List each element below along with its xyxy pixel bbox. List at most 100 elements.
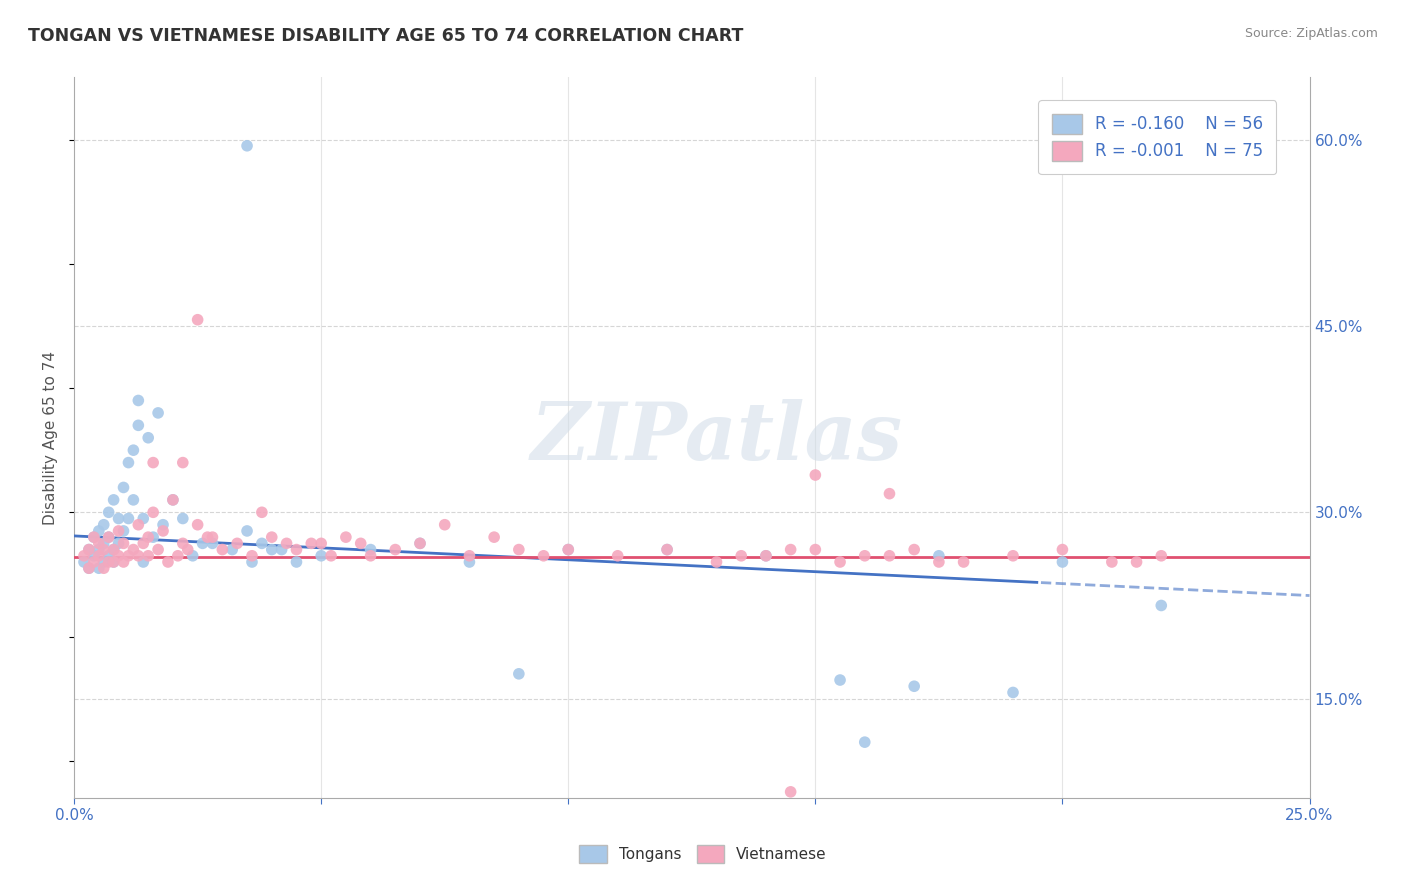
Point	[97, 530, 120, 544]
Point	[83, 530, 105, 544]
Point	[879, 486, 901, 500]
Point	[1150, 549, 1173, 563]
Point	[211, 542, 233, 557]
Point	[87, 524, 110, 538]
Point	[804, 468, 827, 483]
Point	[350, 536, 373, 550]
Point	[335, 530, 357, 544]
Point	[197, 530, 219, 544]
Point	[285, 542, 308, 557]
Point	[730, 549, 752, 563]
Text: ZIPatlas: ZIPatlas	[530, 399, 903, 476]
Point	[172, 536, 194, 550]
Point	[142, 456, 165, 470]
Point	[928, 555, 950, 569]
Point	[299, 536, 322, 550]
Point	[360, 542, 382, 557]
Point	[103, 542, 125, 557]
Point	[146, 542, 169, 557]
Point	[162, 492, 184, 507]
Point	[779, 785, 801, 799]
Point	[1125, 555, 1147, 569]
Point	[136, 549, 159, 563]
Point	[1101, 555, 1123, 569]
Point	[127, 418, 149, 433]
Point	[107, 536, 129, 550]
Point	[384, 542, 406, 557]
Point	[117, 511, 139, 525]
Point	[236, 138, 259, 153]
Point	[103, 542, 125, 557]
Point	[250, 536, 273, 550]
Point	[309, 549, 332, 563]
Point	[755, 549, 778, 563]
Point	[655, 542, 678, 557]
Legend: R = -0.160    N = 56, R = -0.001    N = 75: R = -0.160 N = 56, R = -0.001 N = 75	[1039, 100, 1277, 174]
Point	[112, 480, 135, 494]
Point	[779, 542, 801, 557]
Point	[146, 406, 169, 420]
Point	[482, 530, 505, 544]
Point	[177, 542, 200, 557]
Point	[117, 549, 139, 563]
Point	[250, 505, 273, 519]
Point	[260, 530, 283, 544]
Point	[122, 492, 145, 507]
Point	[755, 549, 778, 563]
Point	[93, 536, 115, 550]
Point	[285, 555, 308, 569]
Point	[853, 549, 876, 563]
Point	[97, 505, 120, 519]
Text: TONGAN VS VIETNAMESE DISABILITY AGE 65 TO 74 CORRELATION CHART: TONGAN VS VIETNAMESE DISABILITY AGE 65 T…	[28, 27, 744, 45]
Point	[136, 431, 159, 445]
Point	[606, 549, 628, 563]
Point	[903, 679, 925, 693]
Point	[83, 555, 105, 569]
Point	[191, 536, 214, 550]
Point	[142, 505, 165, 519]
Point	[162, 492, 184, 507]
Point	[187, 312, 209, 326]
Point	[93, 517, 115, 532]
Point	[240, 549, 263, 563]
Point	[201, 530, 224, 544]
Point	[409, 536, 432, 550]
Point	[152, 524, 174, 538]
Point	[117, 456, 139, 470]
Point	[458, 555, 481, 569]
Point	[655, 542, 678, 557]
Point	[97, 549, 120, 563]
Point	[112, 536, 135, 550]
Point	[181, 549, 204, 563]
Point	[73, 555, 96, 569]
Point	[828, 673, 851, 687]
Point	[97, 555, 120, 569]
Point	[97, 530, 120, 544]
Point	[122, 443, 145, 458]
Point	[360, 549, 382, 563]
Point	[433, 517, 456, 532]
Point	[903, 542, 925, 557]
Point	[226, 536, 249, 550]
Point	[508, 666, 530, 681]
Point	[201, 536, 224, 550]
Point	[87, 561, 110, 575]
Point	[309, 536, 332, 550]
Point	[83, 530, 105, 544]
Point	[103, 555, 125, 569]
Point	[103, 555, 125, 569]
Point	[83, 549, 105, 563]
Point	[276, 536, 298, 550]
Point	[122, 542, 145, 557]
Point	[557, 542, 579, 557]
Point	[557, 542, 579, 557]
Point	[319, 549, 342, 563]
Point	[93, 561, 115, 575]
Point	[1052, 542, 1074, 557]
Point	[706, 555, 728, 569]
Point	[136, 530, 159, 544]
Point	[132, 536, 155, 550]
Point	[87, 536, 110, 550]
Point	[533, 549, 555, 563]
Point	[172, 456, 194, 470]
